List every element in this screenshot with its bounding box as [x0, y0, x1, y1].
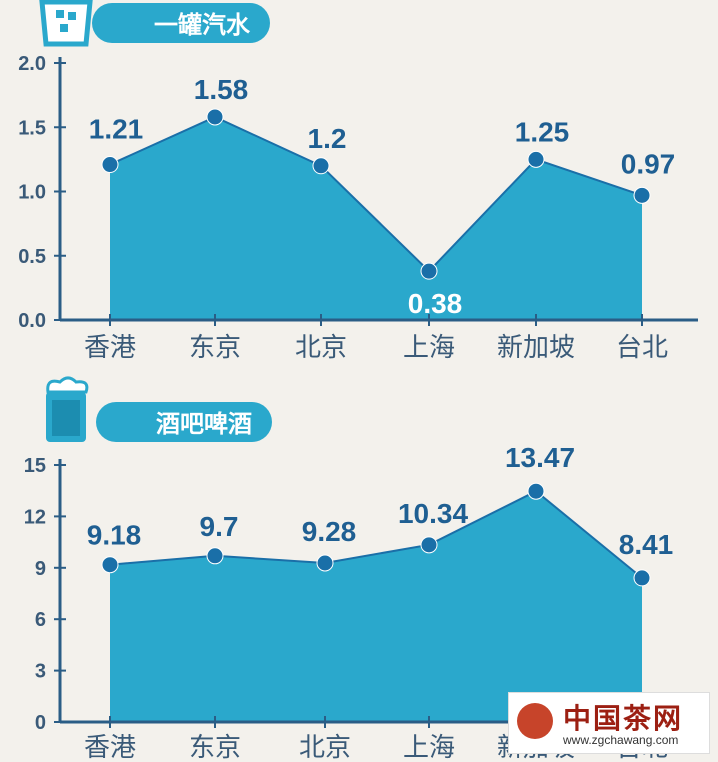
data-point: [206, 108, 224, 126]
chart-1: 2.0 1.5 1.0 0.5 0.0 香港 东京 北京 上海 新加坡 台北 1.21 1.58 1.2 0…: [18, 0, 698, 363]
watermark-title: 中国茶网: [563, 702, 684, 735]
chart-title-pill: [92, 3, 270, 43]
series-line: [109, 490, 643, 579]
y-tick-label: 0: [35, 712, 46, 734]
chart-title: 一罐汽水: [154, 11, 251, 39]
y-tick-label: 6: [35, 609, 46, 631]
category-label: 北京: [299, 733, 351, 762]
data-label: 9.28: [302, 516, 357, 547]
y-tick-label: 0.5: [18, 246, 46, 268]
beer-foam: [46, 376, 89, 394]
y-tick-label: 12: [24, 506, 46, 528]
y-tick-label: 1.0: [18, 182, 46, 204]
data-label: 9.18: [87, 520, 142, 551]
data-label: 1.25: [515, 116, 570, 147]
area-fill: [110, 117, 642, 320]
watermark: 中国茶网 www.zgchawang.com: [508, 692, 710, 754]
y-tick-label: 9: [35, 558, 46, 580]
chart-2: 15129630香港东京北京上海新加坡台北9.189.79.2810.3413.…: [24, 376, 698, 762]
data-point: [206, 547, 224, 565]
category-label: 上海: [403, 733, 455, 762]
data-point: [316, 554, 334, 572]
category-label: 东京: [189, 333, 241, 363]
beer-mug-inner: [52, 400, 80, 436]
beer-mug-icon: [46, 376, 89, 442]
ice-cube: [60, 24, 68, 32]
data-point: [527, 482, 545, 500]
y-tick-label: 0.0: [18, 310, 46, 332]
data-point: [101, 556, 119, 574]
chart-title: 酒吧啤酒: [156, 410, 252, 438]
category-label: 香港: [84, 733, 136, 762]
data-label: 1.2: [308, 123, 347, 154]
y-tick-label: 3: [35, 661, 46, 683]
category-label: 台北: [616, 333, 668, 363]
category-label: 东京: [189, 733, 241, 762]
chart-title-pill: [96, 402, 272, 442]
y-tick-label: 15: [24, 455, 46, 477]
soda-can-icon: [39, 0, 93, 47]
data-label: 0.38: [408, 288, 463, 319]
watermark-url: www.zgchawang.com: [563, 733, 679, 747]
series-line: [109, 115, 643, 273]
category-label: 新加坡: [497, 333, 575, 363]
data-point: [420, 536, 438, 554]
ice-cube: [68, 12, 76, 20]
data-point: [312, 157, 330, 175]
data-point: [527, 150, 545, 168]
data-label: 10.34: [398, 498, 468, 529]
data-label: 1.21: [89, 114, 144, 145]
data-point: [101, 156, 119, 174]
category-label: 香港: [84, 333, 136, 363]
data-point: [633, 569, 651, 587]
y-tick-label: 2.0: [18, 53, 46, 75]
category-label: 上海: [403, 333, 455, 363]
data-point: [633, 186, 651, 204]
data-point: [420, 262, 438, 280]
data-label: 13.47: [505, 442, 575, 473]
data-label: 1.58: [194, 74, 249, 105]
soda-can-body: [39, 0, 93, 47]
category-label: 北京: [295, 333, 347, 363]
y-tick-label: 1.5: [18, 117, 46, 139]
data-label: 0.97: [621, 148, 676, 179]
watermark-seal-icon: [517, 703, 553, 739]
ice-cube: [56, 10, 64, 18]
area-fill: [110, 491, 642, 722]
data-label: 8.41: [619, 529, 674, 560]
data-label: 9.7: [200, 511, 239, 542]
